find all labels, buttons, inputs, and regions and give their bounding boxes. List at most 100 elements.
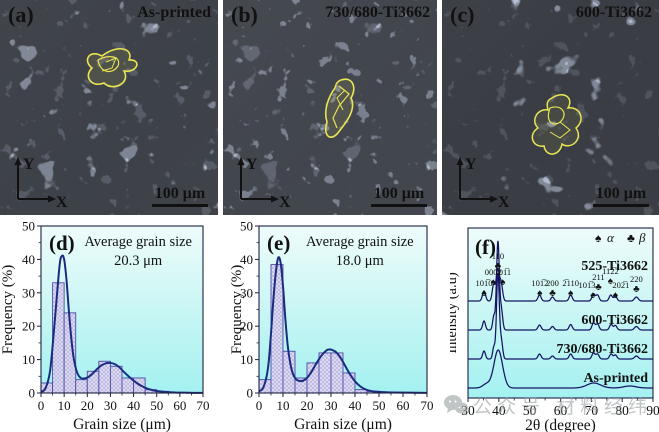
svg-text:70: 70 (421, 398, 434, 413)
grain-texture (223, 0, 437, 215)
peak-index-label: 220 (630, 274, 643, 284)
svg-text:90: 90 (646, 403, 659, 418)
svg-text:0: 0 (247, 386, 254, 401)
x-axis-title: 2θ (degree) (525, 417, 596, 432)
peak-index-label: 112̅2 (602, 266, 619, 276)
axis-ticks: 0 10 20 30 40 50 60 70 0 10 20 30 40 50 (240, 222, 434, 413)
panel-letter-b: (b) (231, 2, 258, 27)
scale-bar-text: 100 μm (595, 184, 647, 202)
alpha-phase-marker-icon: ♠ (500, 277, 506, 288)
xy-axes-icon: Y X (237, 156, 291, 209)
axis-y-label: Y (465, 156, 477, 173)
micrograph-title-a: As-printed (137, 4, 211, 21)
legend-label: α (607, 230, 615, 245)
distribution-curve (258, 256, 428, 394)
micrograph-row: (a) As-printed Y X 100 μm (0, 0, 659, 215)
beta-phase-marker-icon: ♣ (595, 282, 602, 293)
alpha-phase-marker-icon: ♠ (537, 288, 543, 299)
micrograph-title-c: 600-Ti3662 (575, 4, 652, 21)
panel-letter-c: (c) (450, 2, 475, 27)
axis-x-label: X (279, 194, 291, 209)
highlighted-grain-outline (531, 94, 582, 155)
svg-text:20: 20 (22, 319, 35, 334)
peak-index-label: 200 (546, 278, 559, 288)
alpha-phase-marker-icon: ♠ (590, 290, 596, 301)
average-grain-size-value: 18.0 μm (336, 253, 385, 269)
svg-text:10: 10 (58, 398, 71, 413)
average-grain-size-value: 20.3 μm (114, 253, 163, 269)
svg-text:50: 50 (373, 398, 386, 413)
svg-text:60: 60 (173, 398, 186, 413)
micrograph-panel-a: (a) As-printed Y X 100 μm (0, 0, 218, 215)
micrograph-panel-c: (c) 600-Ti3662 Y X 100 μm (442, 0, 659, 215)
y-axis-title: Intensity (a.u) (450, 272, 460, 354)
svg-text:40: 40 (240, 252, 253, 267)
panel-divider (218, 0, 223, 215)
xrd-pattern-chart: As-printed 730/680-Ti3662 600-Ti3662 525-Ti… (450, 227, 659, 432)
svg-text:50: 50 (240, 222, 253, 234)
svg-text:0: 0 (256, 398, 263, 413)
beta-phase-marker-icon: ♣ (495, 261, 502, 272)
micrograph-title-b: 730/680-Ti3662 (325, 4, 430, 21)
average-grain-size-label: Average grain size (306, 234, 414, 250)
panel-letter-a: (a) (8, 2, 34, 27)
svg-text:20: 20 (301, 398, 314, 413)
svg-text:30: 30 (325, 398, 338, 413)
panel-letter: (f) (475, 235, 496, 259)
svg-text:0: 0 (38, 398, 45, 413)
phase-legend: ♠ α ♣ β (595, 230, 646, 245)
scale-bar-text: 100 μm (154, 184, 206, 202)
svg-text:80: 80 (615, 403, 629, 418)
xrd-trace (468, 349, 653, 389)
svg-text:10: 10 (22, 352, 35, 367)
alpha-phase-marker-icon: ♠ (491, 277, 497, 288)
axis-ticks: 30 40 50 60 70 80 90 (461, 398, 659, 418)
alpha-phase-marker-icon: ♠ (568, 288, 574, 299)
trace-label: As-printed (583, 371, 648, 386)
svg-text:30: 30 (240, 285, 253, 300)
xrd-panel-f: As-printed 730/680-Ti3662 600-Ti3662 525-Ti… (450, 222, 659, 432)
x-axis-title: Grain size (μm) (294, 416, 392, 432)
peak-index-label: 101̅0 (476, 278, 493, 288)
axis-x-label: X (498, 194, 510, 209)
x-axis-title: Grain size (μm) (73, 416, 171, 432)
svg-text:30: 30 (461, 403, 475, 418)
axis-y-label: Y (246, 156, 258, 173)
trace-label: 730/680-Ti3662 (556, 342, 648, 357)
scale-bar: 100 μm (152, 184, 208, 207)
peak-index-label: 101̅2 (531, 278, 548, 288)
peak-index-label: 101̅3 (579, 280, 596, 290)
xrd-traces (468, 240, 653, 389)
xrd-trace (468, 272, 653, 360)
alpha-phase-marker-icon: ♠ (481, 288, 487, 299)
highlighted-grain-outline (324, 78, 355, 138)
xrd-trace (468, 268, 653, 302)
histogram-d-chart: 0 10 20 30 40 50 60 70 0 10 20 30 40 50 Grain size (μm… (0, 222, 210, 432)
xy-axes-icon: Y X (456, 156, 510, 209)
axis-y-label: Y (23, 156, 35, 173)
peak-index-label: 101̅1 (494, 267, 511, 277)
svg-text:30: 30 (22, 285, 35, 300)
highlighted-grain-outline (86, 48, 138, 88)
axis-x-label: X (56, 194, 68, 209)
svg-text:50: 50 (22, 222, 35, 234)
histogram-e-chart: 0 10 20 30 40 50 60 70 0 10 20 30 40 50 Grain size (μm… (229, 222, 434, 432)
panel-divider (437, 0, 442, 215)
svg-text:50: 50 (523, 403, 537, 418)
histogram-panel-d: 0 10 20 30 40 50 60 70 0 10 20 30 40 50 Grain size (μm… (0, 222, 229, 432)
average-grain-size-label: Average grain size (84, 234, 192, 250)
svg-text:20: 20 (240, 319, 253, 334)
peak-index-label: 0002 (485, 267, 502, 277)
alpha-phase-marker-icon: ♠ (608, 276, 614, 287)
xy-axes-icon: Y X (14, 156, 68, 209)
scale-bar: 100 μm (593, 184, 649, 207)
peak-annotations: 101̅0♠0002♠110♣101̅1♠ 101̅2♠200♣2̅110♠101… (476, 251, 643, 301)
beta-legend-symbol-icon: ♣ (627, 231, 635, 245)
y-axis-title: Frequency (%) (229, 265, 245, 355)
xrd-trace (468, 240, 653, 331)
svg-text:20: 20 (81, 398, 94, 413)
scale-bar-line (152, 203, 208, 207)
peak-index-label: 211 (592, 272, 604, 282)
panel-letter: (e) (267, 231, 290, 255)
